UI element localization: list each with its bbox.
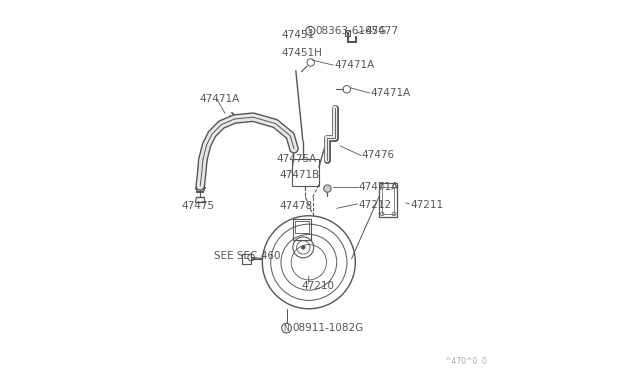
Text: 47471A: 47471A <box>199 94 239 103</box>
Text: 47475A: 47475A <box>276 154 316 164</box>
Text: 47471A: 47471A <box>358 182 399 192</box>
Bar <box>296 221 309 232</box>
Bar <box>346 30 349 36</box>
Text: N: N <box>284 324 289 333</box>
Text: 47210: 47210 <box>302 281 335 291</box>
Text: 47475: 47475 <box>182 202 215 211</box>
Circle shape <box>324 185 331 192</box>
Text: 47476: 47476 <box>362 151 395 160</box>
Text: 47471A: 47471A <box>370 88 410 98</box>
Text: ^470^0  0: ^470^0 0 <box>445 357 486 366</box>
Text: 47471A: 47471A <box>334 60 374 70</box>
Circle shape <box>301 246 305 249</box>
Text: 08911-1082G: 08911-1082G <box>292 323 364 333</box>
Text: 47477: 47477 <box>365 26 398 35</box>
Text: 47478: 47478 <box>279 201 312 211</box>
Text: 47451: 47451 <box>281 31 314 40</box>
Bar <box>292 159 319 186</box>
Text: 08363-6165G: 08363-6165G <box>316 26 387 36</box>
Text: 47212: 47212 <box>358 200 392 209</box>
Text: S: S <box>308 26 313 35</box>
Text: SEE SEC.460: SEE SEC.460 <box>214 251 280 260</box>
Bar <box>382 187 394 214</box>
Text: 47471B: 47471B <box>279 170 319 180</box>
Bar <box>379 183 397 217</box>
Text: 47211: 47211 <box>410 200 443 209</box>
Bar <box>293 219 312 240</box>
Text: 47451H: 47451H <box>281 48 322 58</box>
